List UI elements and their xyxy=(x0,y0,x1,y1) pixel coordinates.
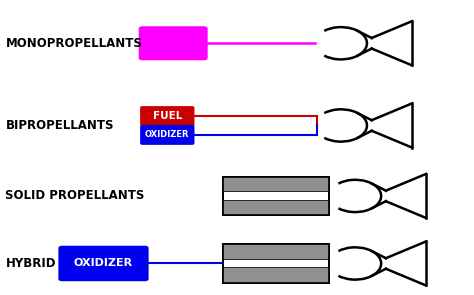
Bar xyxy=(223,177,329,191)
FancyBboxPatch shape xyxy=(140,125,194,145)
Text: BIPROPELLANTS: BIPROPELLANTS xyxy=(5,119,114,132)
Bar xyxy=(223,244,329,283)
Bar xyxy=(223,268,329,283)
Bar xyxy=(223,177,329,191)
Text: OXIDIZER: OXIDIZER xyxy=(145,130,190,139)
Text: MONOPROPELLANTS: MONOPROPELLANTS xyxy=(5,37,142,50)
FancyBboxPatch shape xyxy=(140,106,194,126)
Bar xyxy=(223,244,329,283)
Bar xyxy=(223,201,329,215)
Bar xyxy=(223,201,329,215)
Text: SOLID PROPELLANTS: SOLID PROPELLANTS xyxy=(5,189,145,202)
Bar xyxy=(223,177,329,215)
FancyBboxPatch shape xyxy=(139,26,208,60)
Text: FUEL: FUEL xyxy=(153,111,182,121)
Bar xyxy=(223,268,329,283)
Text: OXIDIZER: OXIDIZER xyxy=(74,258,133,268)
Text: HYBRID: HYBRID xyxy=(5,257,56,270)
Bar xyxy=(223,244,329,259)
Bar xyxy=(223,244,329,259)
FancyBboxPatch shape xyxy=(58,246,149,281)
Bar xyxy=(223,177,329,215)
